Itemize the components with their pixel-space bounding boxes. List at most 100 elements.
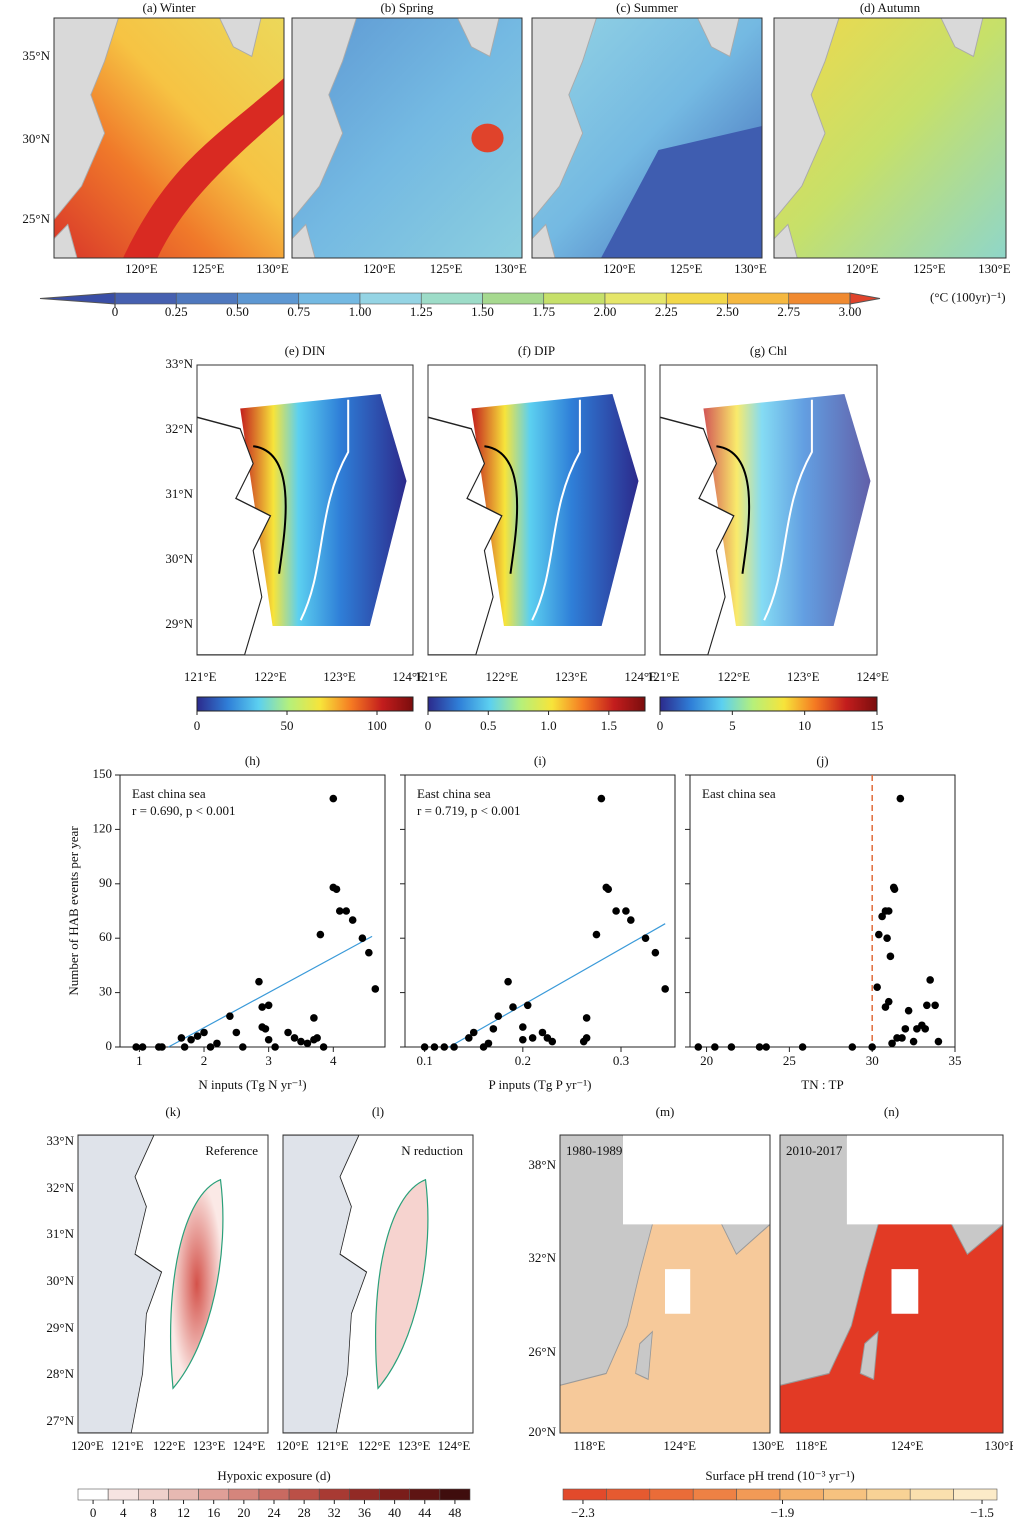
colorbar-tick-label: 1.00 xyxy=(349,304,372,319)
point xyxy=(158,1043,166,1051)
y-tick-label: 30°N xyxy=(22,131,50,146)
map-border xyxy=(531,17,763,259)
warm-band xyxy=(123,78,284,258)
x-tick-label: 122°E xyxy=(254,669,287,684)
point xyxy=(494,1012,503,1020)
point xyxy=(232,1028,241,1037)
map-border xyxy=(53,17,285,259)
colorbar-tick-label: 0.25 xyxy=(165,304,188,319)
x-tick-label: 120°E xyxy=(603,261,636,276)
y-tick-label: 28°N xyxy=(46,1366,74,1381)
map-border xyxy=(282,1134,474,1434)
y-tick-label: 26°N xyxy=(528,1344,556,1359)
annotation: East china sea xyxy=(702,786,776,801)
point xyxy=(873,983,881,991)
panel-title: (m) xyxy=(656,1104,675,1119)
point xyxy=(921,1025,929,1033)
front-line xyxy=(531,399,581,621)
x-tick-label: 121°E xyxy=(647,669,680,684)
coast-line xyxy=(716,445,751,574)
colorbar-segment xyxy=(288,1488,320,1501)
point xyxy=(641,934,650,942)
colorbar-segment xyxy=(237,292,300,305)
point xyxy=(651,948,660,957)
plot-frame xyxy=(119,774,386,1048)
colorbar-segment xyxy=(77,1488,109,1501)
hypoxic-zone xyxy=(374,1178,429,1390)
point xyxy=(727,1043,736,1051)
y-tick-label: 32°N xyxy=(165,421,193,436)
point xyxy=(538,1028,547,1037)
panel-title: (d) Autumn xyxy=(860,0,921,15)
colorbar-segment xyxy=(379,1488,410,1501)
point xyxy=(430,1043,439,1051)
colorbar-segment xyxy=(788,292,851,305)
colorbar-unit: (°C (100yr)⁻¹) xyxy=(930,289,1006,304)
point xyxy=(365,948,373,957)
y-tick-label: 90 xyxy=(99,875,112,890)
y-tick-label: 120 xyxy=(93,820,113,835)
map-border xyxy=(427,364,646,656)
point xyxy=(342,907,351,915)
colorbar-segment xyxy=(298,292,361,305)
colorbar-segment xyxy=(692,1488,737,1501)
y-tick-label: 33°N xyxy=(165,356,193,371)
x-tick-label: 120°E xyxy=(276,1438,309,1453)
point xyxy=(316,930,325,939)
x-tick-label: 120°E xyxy=(363,261,396,276)
point xyxy=(303,1039,312,1048)
point xyxy=(509,1003,517,1011)
panel-title: (a) Winter xyxy=(142,0,196,15)
x-tick-label: 118°E xyxy=(573,1438,605,1453)
colorbar-segment xyxy=(198,1488,230,1501)
x-tick-label: 130°E xyxy=(978,261,1011,276)
point xyxy=(661,985,669,993)
colorbar-segment xyxy=(727,292,790,305)
point xyxy=(888,1039,896,1048)
colorbar-segment xyxy=(114,292,177,305)
colorbar-segment xyxy=(604,292,667,305)
point xyxy=(604,885,613,894)
colorbar-tick-label: −1.9 xyxy=(771,1505,795,1520)
point xyxy=(884,907,893,915)
colorbar-tick-label: 100 xyxy=(367,718,387,733)
point xyxy=(909,1037,918,1046)
colorbar-segment xyxy=(318,1488,350,1501)
y-tick-label: 27°N xyxy=(46,1413,74,1428)
x-tick-label: 130°E xyxy=(984,1438,1013,1453)
point xyxy=(592,930,601,939)
colorbar-segment xyxy=(562,1488,607,1501)
field xyxy=(703,394,871,626)
point xyxy=(239,1043,247,1051)
point xyxy=(884,997,893,1006)
warm-spot xyxy=(471,123,504,153)
colorbar-tick-label: 4 xyxy=(120,1505,127,1520)
x-tick-label: 123°E xyxy=(787,669,820,684)
point xyxy=(226,1012,234,1020)
point xyxy=(875,930,883,939)
colorbar-tick-label: −2.3 xyxy=(571,1505,595,1520)
point xyxy=(883,934,891,942)
colorbar-segment xyxy=(138,1488,169,1501)
annotation: East china sea xyxy=(132,786,206,801)
colorbar-segment xyxy=(649,1488,694,1501)
point xyxy=(213,1039,221,1048)
colorbar-segment xyxy=(909,1488,954,1501)
point xyxy=(901,1025,910,1033)
x-tick-label: 125°E xyxy=(913,261,946,276)
colorbar-title: Surface pH trend (10⁻³ yr⁻¹) xyxy=(705,1468,854,1483)
point xyxy=(132,1043,140,1051)
fit-line xyxy=(448,923,666,1048)
colorbar xyxy=(196,696,414,712)
coast-line xyxy=(253,445,287,574)
colorbar-tick-label: 20 xyxy=(237,1505,250,1520)
y-tick-label: 150 xyxy=(93,766,113,781)
point xyxy=(261,1025,270,1033)
y-tick-label: 38°N xyxy=(528,1157,556,1172)
colorbar-tick-label: 0.75 xyxy=(287,304,310,319)
x-tick-label: 123°E xyxy=(555,669,588,684)
colorbar-tick-label: 1.50 xyxy=(471,304,494,319)
x-tick-label: 130°E xyxy=(494,261,527,276)
panel-title: (c) Summer xyxy=(616,0,678,15)
